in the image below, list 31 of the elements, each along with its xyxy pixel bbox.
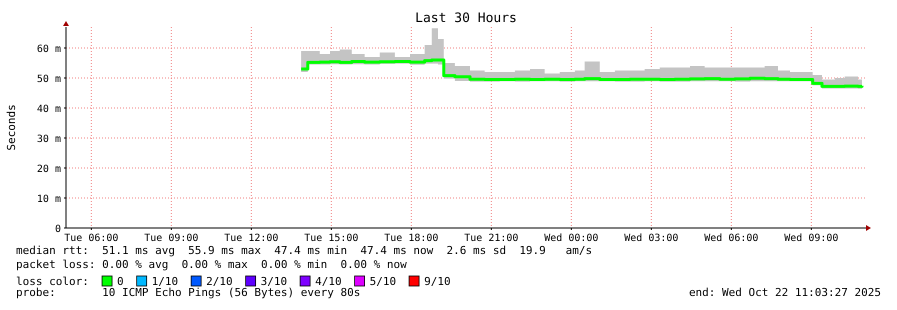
y-tick-label: 40 m — [36, 104, 61, 115]
x-tick-label: Wed 00:00 — [544, 233, 598, 244]
y-tick-label: 0 — [54, 224, 61, 235]
y-tick-label: 30 m — [36, 134, 61, 145]
text: packet loss: 0.00 % avg 0.00 % max 0.00 % min 0.00 % now — [16, 258, 408, 271]
x-tick-label: Tue 09:00 — [144, 233, 198, 244]
legend-label: 4/10 — [315, 275, 342, 288]
legend-label: 5/10 — [370, 275, 396, 288]
x-tick-label: Tue 12:00 — [224, 233, 278, 244]
y-axis-title: Seconds — [5, 104, 18, 151]
legend-label: 2/10 — [206, 275, 233, 288]
y-tick-label: 10 m — [36, 194, 61, 205]
chart-title: Last 30 Hours — [415, 11, 517, 26]
legend-label: 1/10 — [152, 275, 178, 288]
text: probe: 10 ICMP Echo Pings (56 Bytes) every 80s — [16, 286, 360, 299]
x-tick-label: Wed 09:00 — [784, 233, 838, 244]
text: median rtt: 51.1 ms avg 55.9 ms max 47.4 ms min 47.4 ms now 2.6 ms sd 19.9 am/s — [16, 244, 592, 257]
y-tick-label: 60 m — [36, 44, 61, 55]
legend-label: 0 — [117, 275, 124, 288]
x-tick-label: Tue 18:00 — [384, 233, 438, 244]
x-tick-label: Wed 03:00 — [624, 233, 678, 244]
x-tick-label: Wed 06:00 — [704, 233, 758, 244]
legend-label: 9/10 — [424, 275, 451, 288]
x-tick-label: Tue 15:00 — [304, 233, 358, 244]
legend-label: 3/10 — [260, 275, 288, 288]
text: end: Wed Oct 22 11:03:27 2025 — [688, 286, 881, 299]
legend-title: loss color: — [16, 275, 89, 288]
y-tick-label: 20 m — [36, 164, 61, 175]
x-tick-label: Tue 21:00 — [464, 233, 518, 244]
x-tick-label: Tue 06:00 — [64, 233, 118, 244]
y-tick-label: 50 m — [36, 74, 61, 85]
